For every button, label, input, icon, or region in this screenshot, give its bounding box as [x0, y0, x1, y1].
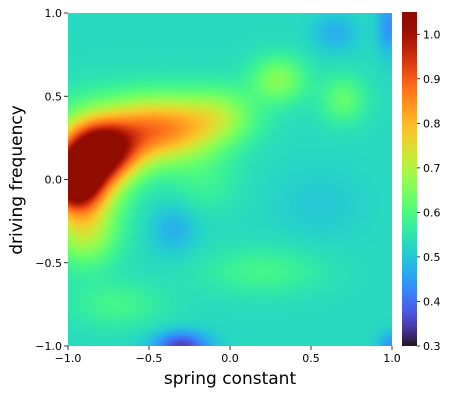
x-tick-label: 0.0 — [221, 352, 239, 365]
colorbar-tick-label: 0.6 — [423, 206, 441, 219]
plot-frame — [68, 13, 392, 346]
y-tick-label: −0.5 — [35, 257, 62, 270]
x-tick-label: 1.0 — [383, 352, 401, 365]
y-tick-label: 1.0 — [45, 7, 63, 20]
y-tick-label: −1.0 — [35, 340, 62, 353]
colorbar-tick-label: 0.5 — [423, 251, 441, 264]
x-tick-label: −0.5 — [136, 352, 163, 365]
colorbar-tick-label: 0.7 — [423, 162, 441, 175]
colorbar-tick-label: 0.4 — [423, 295, 441, 308]
colorbar-tick-label: 0.3 — [423, 340, 441, 353]
x-axis: −1.0 −0.5 0.0 0.5 1.0 — [55, 346, 401, 365]
y-tick-label: 0.0 — [45, 174, 63, 187]
x-axis-title: spring constant — [164, 369, 297, 389]
heatmap-image — [68, 13, 392, 346]
x-tick-label: −1.0 — [55, 352, 82, 365]
colorbar-tick-label: 0.9 — [423, 73, 441, 86]
y-tick-label: 0.5 — [45, 90, 63, 103]
y-axis: −1.0 −0.5 0.0 0.5 1.0 — [35, 7, 68, 353]
colorbar-gradient — [402, 12, 417, 346]
colorbar-tick-label: 1.0 — [423, 28, 441, 41]
colorbar-tick-label: 0.8 — [423, 117, 441, 130]
x-tick-label: 0.5 — [302, 352, 320, 365]
y-axis-title: driving frequency — [7, 105, 27, 255]
plot-border — [68, 13, 392, 346]
colorbar-axis: 0.3 0.4 0.5 0.6 0.7 0.8 0.9 1.0 — [417, 28, 441, 353]
